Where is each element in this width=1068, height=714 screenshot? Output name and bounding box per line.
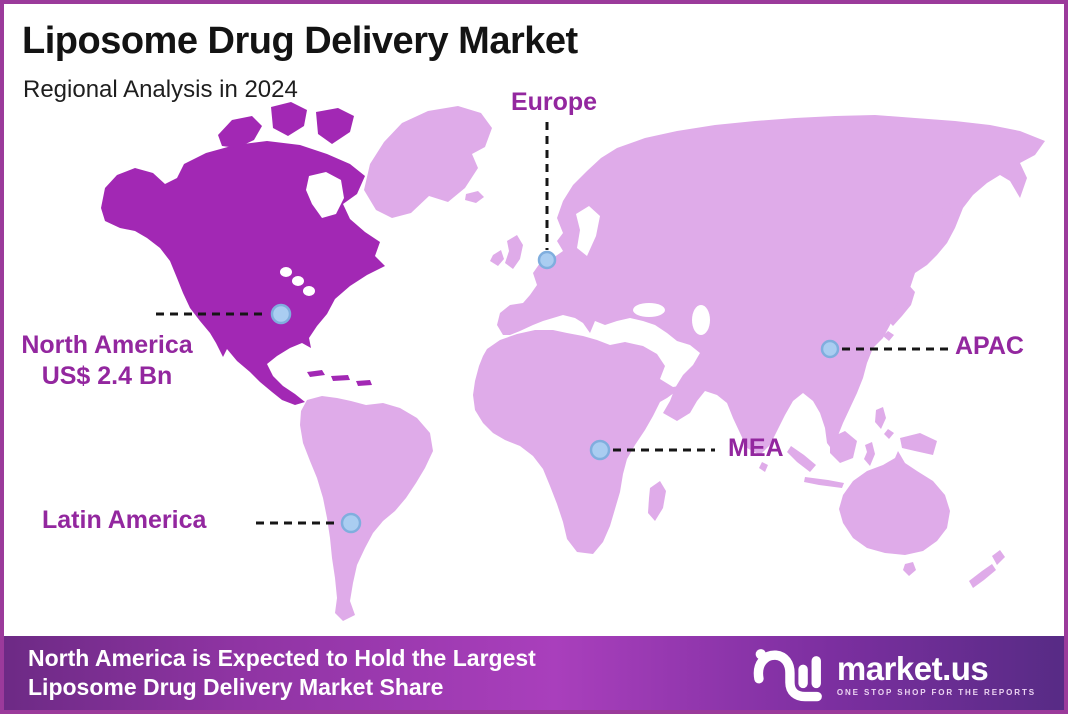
japan-landmass — [887, 283, 915, 326]
marketus-logo-text-block: market.us ONE STOP SHOP FOR THE REPORTS — [836, 649, 1036, 697]
great-lake-2 — [292, 276, 304, 286]
madagascar-landmass — [648, 481, 666, 521]
page-subtitle: Regional Analysis in 2024 — [23, 76, 298, 103]
great-lake-1 — [280, 267, 292, 277]
sumatra-landmass — [787, 446, 816, 472]
latin-america-label: Latin America — [42, 506, 207, 534]
philippines-landmass — [875, 407, 886, 429]
greenland-landmass — [364, 106, 492, 218]
ireland-landmass — [490, 250, 504, 266]
sri-lanka-landmass — [759, 462, 768, 472]
arctic-island-3 — [316, 108, 354, 144]
north-america-marker — [270, 303, 292, 325]
hispaniola-island — [331, 375, 350, 381]
tasmania-landmass — [903, 562, 916, 576]
caspian-sea — [692, 305, 710, 335]
great-lake-3 — [303, 286, 315, 296]
black-sea — [633, 303, 665, 317]
latin-america-marker — [340, 512, 362, 534]
hudson-bay — [306, 172, 344, 218]
java-landmass — [804, 477, 844, 488]
baltic-sea — [576, 206, 600, 256]
borneo-landmass — [830, 431, 857, 463]
africa-landmass — [473, 330, 685, 554]
arctic-island-1 — [218, 116, 262, 148]
footer-headline-line1: North America is Expected to Hold the La… — [28, 645, 536, 671]
north-america-label: North America US$ 2.4 Bn — [4, 330, 210, 392]
footer-headline: North America is Expected to Hold the La… — [28, 644, 536, 702]
new-zealand-north — [992, 550, 1005, 565]
sulawesi-landmass — [864, 442, 875, 466]
north-america-region — [101, 141, 385, 405]
europe-label: Europe — [510, 88, 598, 116]
japan-island — [883, 331, 894, 341]
marketus-logo-tagline: ONE STOP SHOP FOR THE REPORTS — [836, 687, 1036, 697]
marketus-logo: market.us ONE STOP SHOP FOR THE REPORTS — [753, 643, 1036, 705]
apac-marker — [820, 339, 840, 359]
australia-landmass — [839, 451, 950, 555]
mea-marker — [589, 439, 611, 461]
footer-bar: North America is Expected to Hold the La… — [4, 636, 1064, 710]
mea-label: MEA — [728, 434, 784, 462]
footer-headline-line2: Liposome Drug Delivery Market Share — [28, 674, 444, 700]
world-map — [101, 102, 1045, 621]
north-america-label-name: North America — [21, 331, 193, 359]
sakhalin-landmass — [942, 203, 952, 238]
europe-marker — [537, 250, 557, 270]
cuba-island — [307, 370, 325, 377]
arctic-island-2 — [271, 102, 307, 136]
north-america-value: US$ 2.4 Bn — [41, 362, 173, 390]
uk-landmass — [505, 235, 523, 269]
antilles-island — [356, 380, 372, 386]
philippines-island — [884, 429, 894, 439]
apac-label: APAC — [955, 332, 1024, 360]
marketus-logo-name: market.us — [836, 649, 989, 687]
eurasia-landmass — [497, 115, 1045, 455]
south-america-landmass — [300, 396, 433, 621]
new-guinea-landmass — [900, 433, 937, 455]
iceland-landmass — [465, 191, 484, 203]
marketus-logo-icon — [753, 649, 822, 702]
new-zealand-south — [969, 564, 996, 588]
page-title: Liposome Drug Delivery Market — [22, 20, 578, 62]
